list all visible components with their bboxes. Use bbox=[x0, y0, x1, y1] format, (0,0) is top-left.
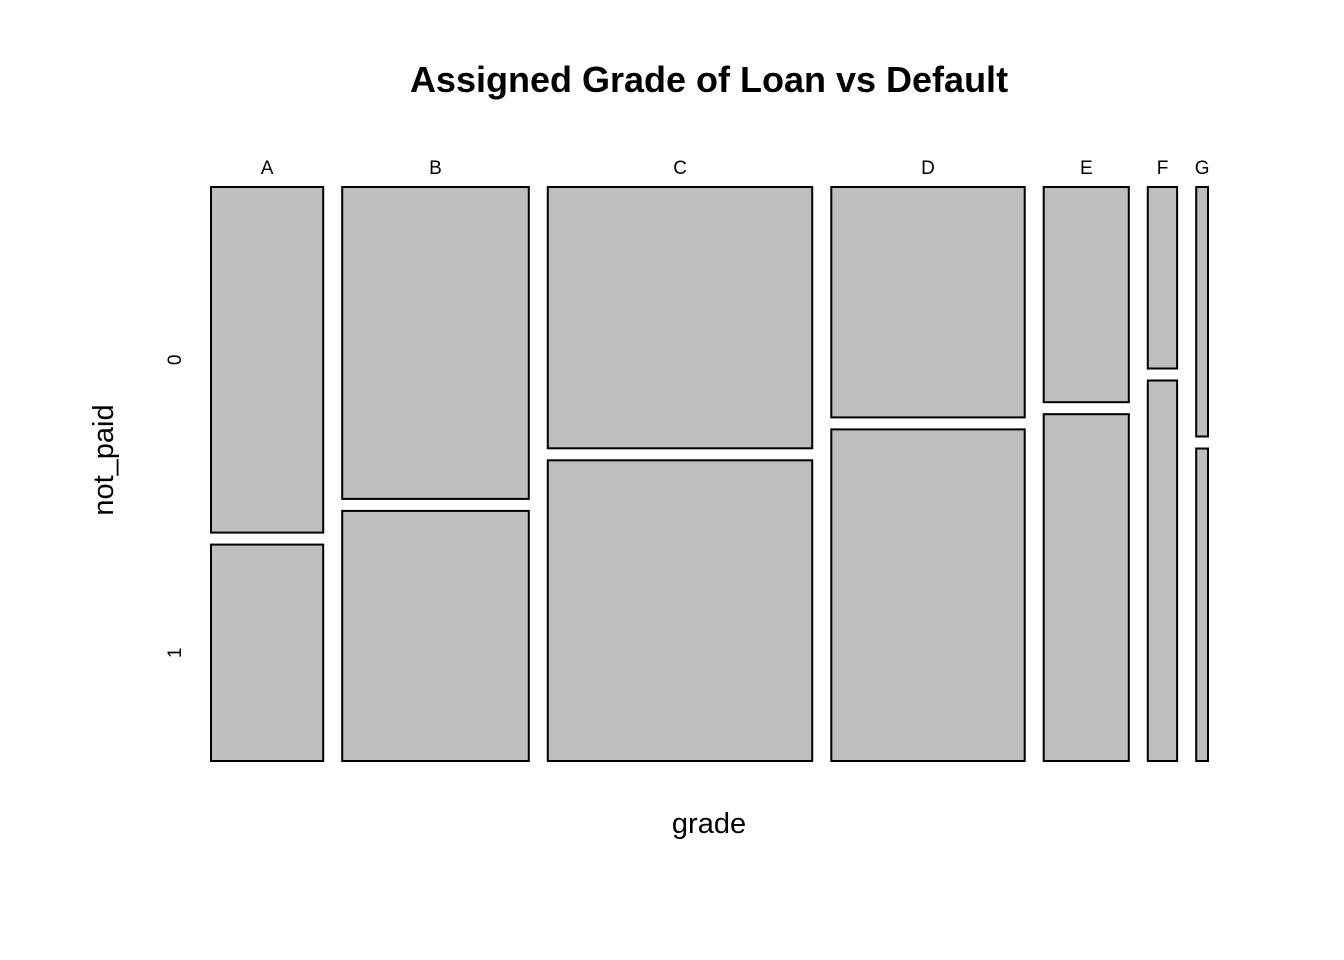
x-axis-label: grade bbox=[672, 808, 746, 840]
tile-e-1 bbox=[1042, 413, 1130, 762]
tile-g-1 bbox=[1195, 447, 1209, 762]
row-label-0: 0 bbox=[165, 355, 186, 366]
row-label-1: 1 bbox=[165, 648, 186, 659]
column-label-a: A bbox=[261, 158, 274, 179]
tile-a-0 bbox=[210, 186, 325, 534]
tile-d-0 bbox=[830, 186, 1026, 419]
column-label-f: F bbox=[1157, 158, 1169, 179]
chart-title: Assigned Grade of Loan vs Default bbox=[410, 59, 1008, 100]
tile-b-0 bbox=[341, 186, 530, 500]
tile-b-1 bbox=[341, 509, 530, 762]
column-label-e: E bbox=[1080, 158, 1093, 179]
row-tick-labels: 01 bbox=[165, 355, 186, 659]
tile-d-1 bbox=[830, 428, 1026, 762]
y-axis-label: not_paid bbox=[88, 404, 120, 515]
tile-f-1 bbox=[1146, 379, 1179, 762]
tile-c-0 bbox=[546, 186, 814, 450]
tile-c-1 bbox=[546, 459, 814, 762]
column-label-b: B bbox=[429, 158, 442, 179]
column-label-d: D bbox=[921, 158, 935, 179]
tile-e-0 bbox=[1042, 186, 1130, 404]
tile-f-0 bbox=[1146, 186, 1179, 370]
column-label-c: C bbox=[673, 158, 687, 179]
tile-a-1 bbox=[210, 543, 325, 762]
mosaic-tiles bbox=[210, 186, 1209, 762]
column-label-g: G bbox=[1195, 158, 1210, 179]
column-tick-labels: A B C D E F G bbox=[261, 158, 1210, 179]
tile-g-0 bbox=[1195, 186, 1209, 438]
